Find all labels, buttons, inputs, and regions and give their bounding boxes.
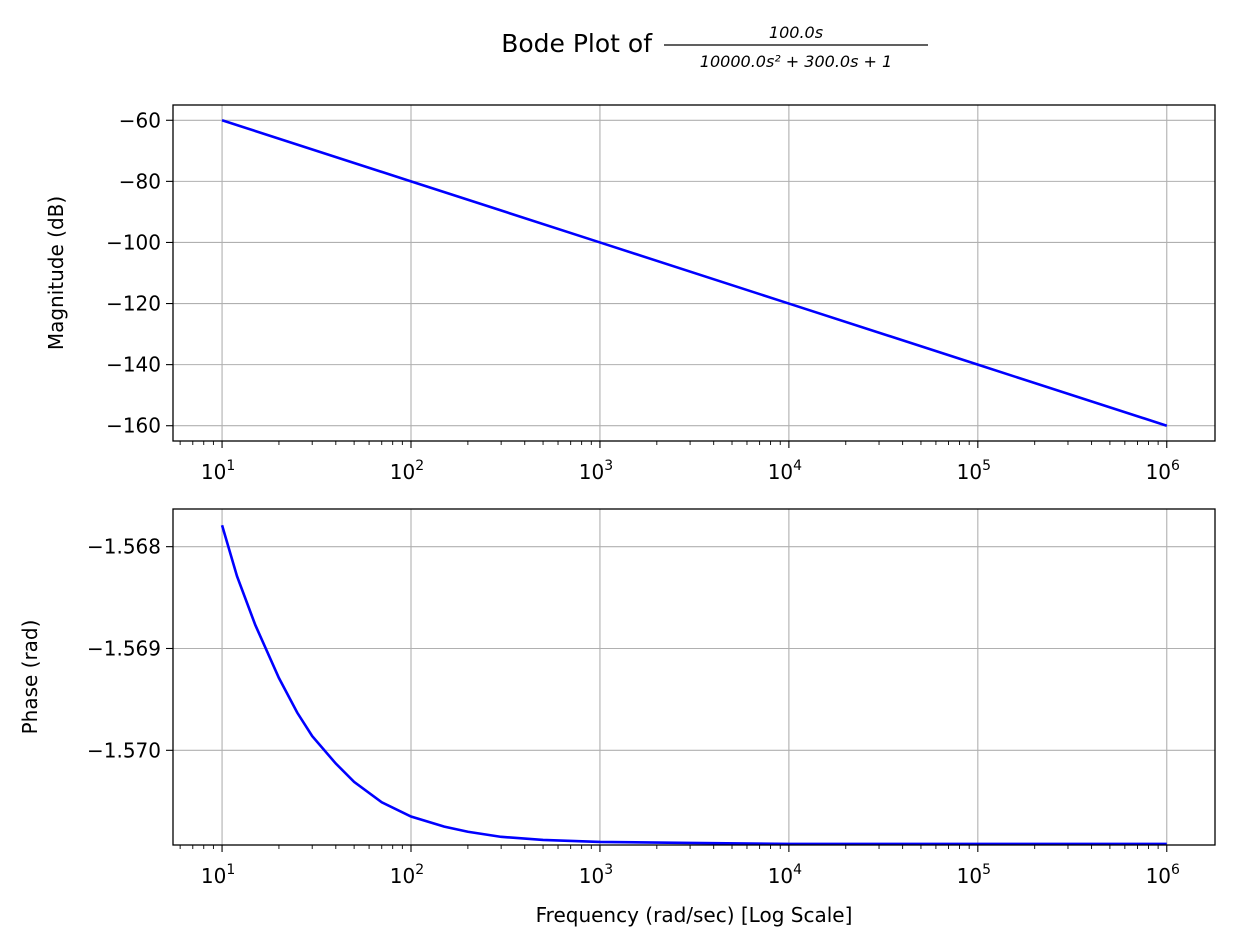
x-tick-base: 10 (957, 864, 982, 888)
x-tick-base: 10 (1146, 864, 1171, 888)
x-tick-base: 10 (768, 460, 793, 484)
chart-title: Bode Plot of (501, 29, 653, 58)
x-tick-label: 104 (768, 862, 802, 888)
x-tick-base: 10 (768, 864, 793, 888)
phase-y-ticks: −1.568 −1.569 −1.570 (87, 535, 173, 762)
phase-minor-ticks (179, 845, 1159, 849)
magnitude-minor-ticks (179, 441, 1159, 445)
y-tick-label: −80 (119, 169, 161, 193)
x-tick-label: 103 (579, 458, 613, 484)
x-tick-exponent: 3 (604, 862, 613, 878)
title-denominator: 10000.0s² + 300.0s + 1 (700, 52, 892, 71)
phase-line (220, 524, 1167, 846)
x-tick-base: 10 (579, 864, 604, 888)
y-tick-label: −100 (106, 230, 161, 254)
y-tick-label: −1.570 (87, 738, 161, 762)
magnitude-x-ticks: 101 102 103 104 105 106 (201, 441, 1180, 484)
y-tick-label: −120 (106, 292, 161, 316)
x-tick-label: 101 (201, 862, 235, 888)
phase-panel: 101 102 103 104 105 106 −1.568−1.569−1.570 Ph… (18, 508, 1216, 927)
x-tick-exponent: 3 (604, 458, 613, 474)
phase-axes-frame (172, 508, 1216, 846)
x-tick-exponent: 4 (793, 862, 802, 878)
x-tick-exponent: 1 (226, 862, 235, 878)
x-tick-base: 10 (201, 864, 226, 888)
x-tick-label: 102 (390, 458, 424, 484)
x-tick-label: 105 (957, 862, 991, 888)
x-tick-label: 104 (768, 458, 802, 484)
title-numerator: 100.0s (769, 23, 823, 42)
x-tick-base: 10 (579, 460, 604, 484)
phase-grid (173, 509, 1215, 845)
x-tick-exponent: 5 (982, 862, 991, 878)
x-tick-base: 10 (390, 864, 415, 888)
x-tick-base: 10 (957, 460, 982, 484)
x-tick-exponent: 5 (982, 458, 991, 474)
magnitude-line (221, 119, 1168, 427)
magnitude-axes-frame (172, 104, 1216, 442)
x-tick-exponent: 2 (415, 458, 424, 474)
magnitude-y-axis-label: Magnitude (dB) (44, 196, 68, 350)
x-tick-exponent: 1 (226, 458, 235, 474)
x-tick-base: 10 (201, 460, 226, 484)
y-tick-label: −1.569 (87, 636, 161, 660)
x-tick-label: 101 (201, 458, 235, 484)
x-tick-base: 10 (390, 460, 415, 484)
y-tick-label: −140 (106, 353, 161, 377)
magnitude-y-ticks: −60 −80 −100 −120 −140 −160 (106, 108, 173, 438)
phase-x-ticks: 101 102 103 104 105 106 (201, 845, 1180, 888)
x-tick-base: 10 (1146, 460, 1171, 484)
magnitude-panel: 101 102 103 104 105 106 −60−80−100−120−140−16… (44, 104, 1216, 484)
x-tick-exponent: 2 (415, 862, 424, 878)
x-tick-label: 103 (579, 862, 613, 888)
y-tick-label: −60 (119, 108, 161, 132)
magnitude-grid (173, 105, 1215, 441)
y-tick-label: −160 (106, 414, 161, 438)
x-tick-label: 105 (957, 458, 991, 484)
x-axis-label: Frequency (rad/sec) [Log Scale] (536, 903, 853, 927)
x-tick-exponent: 4 (793, 458, 802, 474)
y-tick-label: −1.568 (87, 535, 161, 559)
x-tick-label: 106 (1146, 862, 1180, 888)
x-tick-exponent: 6 (1171, 862, 1180, 878)
x-tick-exponent: 6 (1171, 458, 1180, 474)
phase-y-axis-label: Phase (rad) (18, 620, 42, 735)
x-tick-label: 102 (390, 862, 424, 888)
x-tick-label: 106 (1146, 458, 1180, 484)
